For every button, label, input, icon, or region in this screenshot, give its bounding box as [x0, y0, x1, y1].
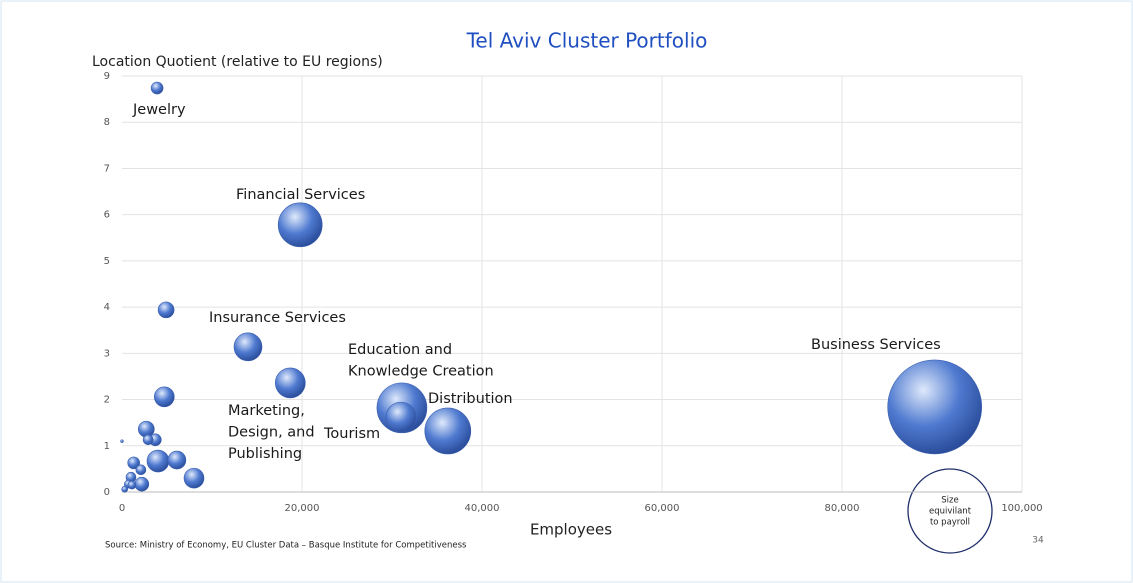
annotation: Financial Services	[236, 187, 365, 203]
x-tick-label: 40,000	[465, 503, 500, 514]
size-legend	[907, 468, 993, 554]
bubble	[154, 386, 175, 408]
x-tick-label: 100,000	[1001, 503, 1042, 514]
y-tick-label: 3	[104, 348, 110, 359]
y-tick-label: 5	[104, 256, 110, 267]
y-tick-label: 7	[104, 163, 110, 174]
bubble	[135, 464, 147, 476]
size-legend-text: Size	[941, 496, 958, 506]
y-tick-label: 4	[104, 302, 110, 313]
annotation: Tourism	[323, 426, 380, 442]
bubble	[274, 367, 306, 399]
source: Source: Ministry of Economy, EU Cluster …	[105, 541, 467, 551]
x-tick-label: 20,000	[285, 503, 320, 514]
bubble	[887, 359, 983, 455]
size-legend-text: to payroll	[930, 518, 970, 528]
size-legend-text: equivilant	[929, 507, 972, 517]
bubble	[127, 480, 137, 490]
bubble	[121, 485, 128, 493]
bubble	[120, 439, 124, 443]
chart-title: Tel Aviv Cluster Portfolio	[466, 29, 708, 53]
x-tick-label: 60,000	[645, 503, 680, 514]
annotation: Knowledge Creation	[348, 364, 494, 380]
y-tick-label: 6	[104, 210, 110, 221]
y-axis-label: Location Quotient (relative to EU region…	[92, 54, 383, 70]
bubble	[157, 301, 175, 319]
annotation: Design, and	[228, 425, 315, 441]
annotation: Insurance Services	[209, 310, 346, 326]
bubble	[146, 449, 170, 473]
bubble	[277, 202, 323, 248]
y-tick-label: 9	[104, 71, 110, 82]
bubble	[233, 332, 263, 362]
bubble	[385, 401, 417, 433]
y-tick-label: 1	[104, 441, 110, 452]
bubble	[150, 81, 164, 95]
annotation: Education and	[348, 342, 452, 358]
annotation: Business Services	[811, 337, 941, 353]
bubble	[183, 467, 205, 489]
annotation: Publishing	[228, 446, 302, 462]
bubble	[134, 476, 150, 492]
annotation: Distribution	[428, 391, 513, 407]
y-tick-label: 2	[104, 395, 110, 406]
annotation: Jewelry	[132, 102, 186, 118]
x-axis-label: Employees	[530, 521, 612, 539]
y-tick-label: 8	[104, 117, 110, 128]
bubble	[127, 456, 140, 470]
page-number: 34	[1032, 536, 1044, 546]
bubble	[167, 450, 187, 470]
x-tick-label: 0	[119, 503, 125, 514]
x-tick-label: 80,000	[825, 503, 860, 514]
bubble	[424, 407, 472, 455]
bubble	[142, 434, 154, 446]
annotation: Marketing,	[228, 403, 305, 419]
y-tick-label: 0	[104, 487, 110, 498]
